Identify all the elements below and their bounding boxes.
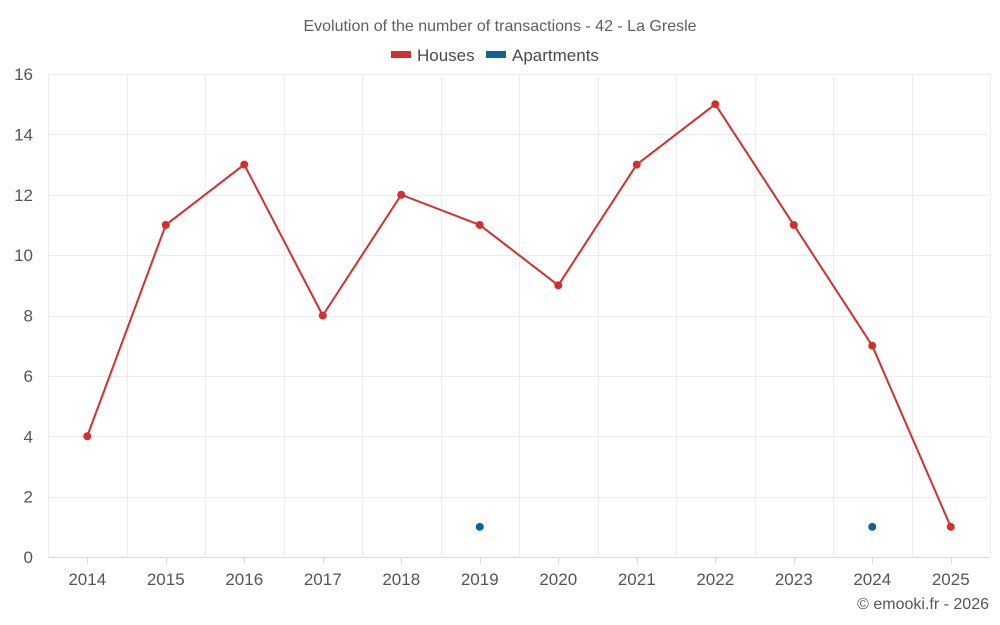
x-tick-label: 2019 — [461, 570, 499, 589]
legend-item-houses[interactable]: Houses — [391, 46, 475, 65]
data-point-houses — [83, 432, 92, 441]
x-tick-label: 2016 — [225, 570, 263, 589]
data-point-apartments — [868, 522, 877, 531]
data-point-houses — [161, 220, 170, 229]
legend: Houses Apartments — [391, 46, 599, 65]
data-point-houses — [946, 522, 955, 531]
y-tick-label: 4 — [24, 427, 33, 446]
legend-swatch-houses — [391, 51, 411, 58]
y-tick-label: 0 — [24, 548, 33, 567]
x-tick-label: 2020 — [539, 570, 577, 589]
data-point-houses — [711, 100, 720, 109]
x-tick-label: 2025 — [932, 570, 970, 589]
data-point-houses — [868, 341, 877, 350]
x-tick-label: 2015 — [147, 570, 185, 589]
y-tick-label: 8 — [24, 307, 33, 326]
x-tick-label: 2024 — [853, 570, 891, 589]
x-tick-label: 2021 — [618, 570, 656, 589]
y-tick-label: 14 — [14, 125, 33, 144]
legend-label-apartments: Apartments — [512, 46, 599, 65]
data-point-houses — [632, 160, 641, 169]
grid — [48, 74, 991, 557]
x-tick-label: 2017 — [304, 570, 342, 589]
legend-swatch-apartments — [486, 51, 506, 58]
legend-item-apartments[interactable]: Apartments — [486, 46, 599, 65]
data-point-houses — [554, 281, 563, 290]
x-tick-label: 2014 — [68, 570, 106, 589]
data-point-houses — [240, 160, 249, 169]
data-point-houses — [475, 220, 484, 229]
data-point-houses — [318, 311, 327, 320]
y-tick-label: 6 — [24, 367, 33, 386]
y-tick-label: 12 — [14, 186, 33, 205]
chart-title: Evolution of the number of transactions … — [303, 18, 696, 35]
data-point-houses — [789, 220, 798, 229]
y-tick-label: 10 — [14, 246, 33, 265]
axes: 0 2 4 6 8 10 12 14 16 2014 2015 2016 2017 2018 2019 202… — [14, 65, 990, 589]
y-tick-label: 2 — [24, 488, 33, 507]
x-tick-label: 2018 — [382, 570, 420, 589]
series-line-houses — [86, 103, 952, 528]
data-point-houses — [397, 190, 406, 199]
series — [83, 100, 955, 531]
credit-text: © emooki.fr - 2026 — [857, 596, 989, 613]
x-tick-label: 2023 — [775, 570, 813, 589]
y-tick-label: 16 — [14, 65, 33, 84]
data-point-apartments — [475, 522, 484, 531]
x-tick-label: 2022 — [696, 570, 734, 589]
legend-label-houses: Houses — [417, 46, 475, 65]
